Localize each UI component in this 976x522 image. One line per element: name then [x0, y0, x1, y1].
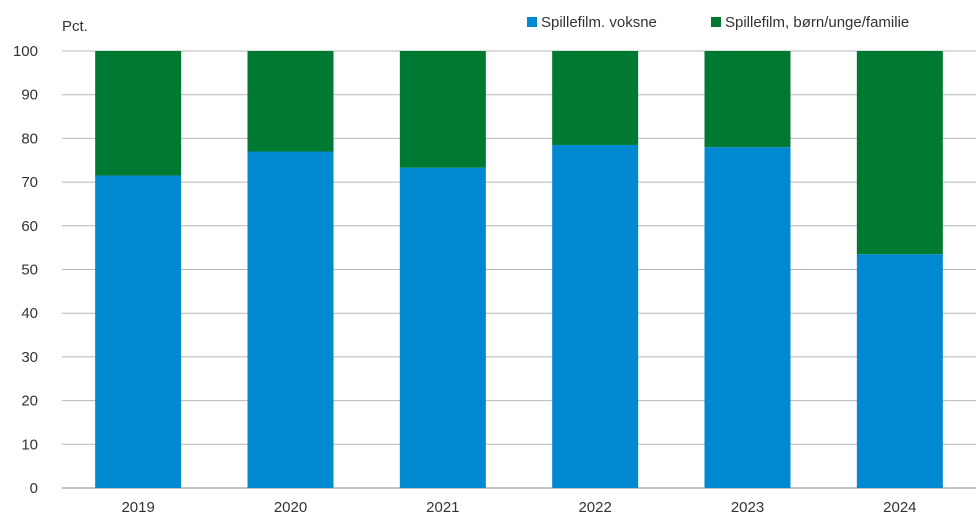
- y-tick-label: 70: [21, 174, 38, 191]
- gridlines: [62, 50, 976, 489]
- bar-2023-series-1: [704, 147, 791, 488]
- x-tick-label: 2021: [426, 499, 459, 516]
- bar-2024-series-1: [856, 254, 943, 488]
- y-tick-label: 30: [21, 349, 38, 366]
- bar-2022-series-2: [552, 51, 639, 145]
- x-tick-label: 2022: [578, 499, 611, 516]
- bar-2019-series-2: [95, 51, 182, 176]
- y-tick-label: 60: [21, 218, 38, 235]
- y-unit-label: Pct.: [62, 18, 88, 35]
- y-tick-label: 90: [21, 87, 38, 104]
- x-tick-label: 2024: [883, 499, 916, 516]
- y-tick-label: 40: [21, 305, 38, 322]
- bar-2022-series-1: [552, 144, 639, 488]
- y-tick-label: 80: [21, 130, 38, 147]
- x-tick-label: 2023: [731, 499, 764, 516]
- x-tick-label: 2019: [121, 499, 154, 516]
- x-tick-label: 2020: [274, 499, 307, 516]
- legend-label-1: Spillefilm. voksne: [541, 14, 657, 31]
- bar-2024-series-2: [856, 51, 943, 255]
- legend: Spillefilm. voksne Spillefilm, børn/unge/…: [527, 14, 909, 31]
- y-tick-label: 10: [21, 436, 38, 453]
- y-tick-label: 100: [13, 43, 38, 60]
- bar-2023-series-2: [704, 51, 791, 148]
- bar-2021-series-2: [399, 51, 486, 168]
- y-axis-ticks: 0 10 20 30 40 50 60 70 80 90 100: [13, 43, 38, 497]
- legend-swatch-1: [527, 17, 537, 27]
- x-axis-ticks: 2019 2020 2021 2022 2023 2024: [121, 499, 916, 516]
- bar-2020-series-2: [247, 51, 334, 152]
- bars: [95, 51, 943, 489]
- bar-2020-series-1: [247, 151, 334, 488]
- bar-2019-series-1: [95, 175, 182, 489]
- legend-label-2: Spillefilm, børn/unge/familie: [725, 14, 909, 31]
- bar-2021-series-1: [399, 167, 486, 488]
- y-tick-label: 50: [21, 262, 38, 279]
- legend-swatch-2: [711, 17, 721, 27]
- y-tick-label: 20: [21, 393, 38, 410]
- y-tick-label: 0: [30, 480, 38, 497]
